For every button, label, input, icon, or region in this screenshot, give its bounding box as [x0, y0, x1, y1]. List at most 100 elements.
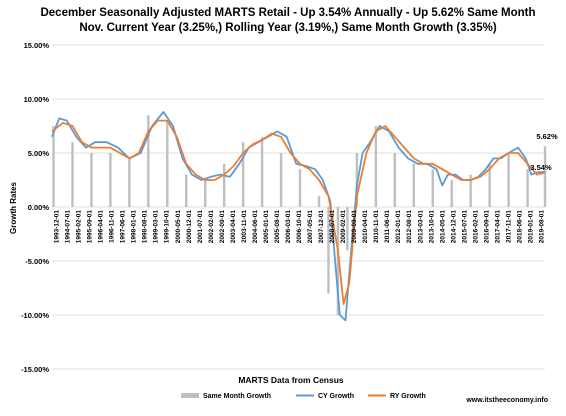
x-tick-label: 2000-12-01 [186, 210, 193, 244]
x-tick-label: 2006-10-01 [296, 210, 303, 244]
same-month-bar [450, 180, 453, 207]
same-month-bar [128, 158, 131, 207]
x-tick-label: 1995-09-01 [87, 210, 94, 244]
x-tick-label: 2009-09-01 [351, 210, 358, 244]
x-tick-label: 2009-02-01 [340, 210, 347, 244]
ry-growth-line [51, 119, 546, 306]
x-tick-label: 2010-11-01 [373, 210, 380, 243]
same-month-bar [204, 180, 207, 207]
legend-label: Same Month Growth [203, 393, 271, 400]
y-tick-label: -15.00% [21, 365, 49, 374]
x-tick-label: 2017-04-01 [494, 210, 501, 244]
x-tick-label: 2005-01-01 [263, 210, 270, 244]
x-axis-ticks: 1993-12-01 1994-07-01 1995-02-01 1995-09-01… [54, 210, 546, 244]
x-tick-label: 2000-05-01 [175, 210, 182, 244]
x-tick-label: 1999-10-01 [164, 210, 171, 244]
same-month-bar [71, 142, 74, 207]
x-tick-label: 2006-03-01 [285, 210, 292, 244]
same-month-bar [147, 115, 150, 207]
x-tick-label: 2004-06-01 [252, 210, 259, 244]
same-month-bar [543, 146, 547, 207]
x-tick-label: 2019-01-01 [528, 210, 535, 244]
same-month-bar [507, 153, 510, 207]
x-tick-label: 2002-09-01 [219, 210, 226, 244]
same-month-bar [166, 120, 169, 207]
x-tick-label: 2013-03-01 [417, 210, 424, 244]
x-tick-label: 1993-12-01 [54, 210, 61, 244]
same-month-bar [355, 153, 359, 207]
x-tick-label: 2013-10-01 [428, 210, 435, 244]
x-tick-label: 2015-07-01 [461, 210, 468, 244]
same-month-bar [260, 136, 264, 207]
x-tick-label: 2014-05-01 [439, 210, 446, 244]
same-month-bar [488, 163, 491, 207]
same-month-bar [90, 153, 93, 207]
x-tick-label: 2016-02-01 [472, 210, 479, 244]
x-tick-label: 2012-08-01 [406, 210, 413, 244]
x-tick-label: 2012-01-01 [395, 210, 402, 244]
legend: Same Month Growth CY Growth RY Growth [181, 393, 426, 400]
x-tick-label: 2016-09-01 [483, 210, 490, 244]
same-month-bar [374, 126, 378, 207]
y-tick-label: 15.00% [24, 41, 50, 50]
same-month-bar [241, 142, 245, 207]
same-month-bar [412, 163, 415, 207]
y-tick-label: -10.00% [21, 311, 49, 320]
x-tick-label: 1998-01-01 [131, 210, 138, 244]
x-tick-label: 1997-06-01 [120, 210, 127, 244]
gridlines [52, 44, 545, 370]
x-tick-label: 2019-08-01 [539, 210, 546, 244]
x-tick-label: 1999-03-01 [153, 210, 160, 244]
y-tick-label: 5.00% [28, 149, 50, 158]
same-month-bar [346, 207, 349, 251]
same-month-bar [431, 169, 434, 207]
y-tick-label: 10.00% [24, 95, 50, 104]
x-tick-label: 2001-07-01 [197, 210, 204, 244]
same-month-bars [52, 115, 547, 315]
x-axis-label: MARTS Data from Census [238, 375, 344, 385]
end-value-label: 5.62% [536, 132, 558, 141]
same-month-bar [317, 196, 321, 207]
x-tick-label: 2003-11-01 [241, 210, 248, 243]
x-tick-label: 1998-08-01 [142, 210, 149, 244]
legend-swatch [181, 393, 199, 398]
x-tick-label: 2017-11-01 [505, 210, 512, 243]
chart-title-line1: December Seasonally Adjusted MARTS Retai… [40, 7, 535, 19]
x-tick-label: 2011-06-01 [384, 210, 391, 243]
same-month-bar [393, 153, 397, 207]
x-tick-label: 2007-05-01 [307, 210, 314, 244]
same-month-bar [279, 153, 283, 207]
legend-label: CY Growth [318, 393, 354, 400]
x-tick-label: 1995-02-01 [76, 210, 83, 244]
x-tick-label: 2008-07-01 [329, 210, 336, 244]
x-tick-label: 1996-04-01 [98, 210, 105, 244]
y-axis-ticks: 15.00% 10.00% 5.00% 0.00% -5.00% -10.00% -15.0… [21, 41, 49, 374]
y-tick-label: -5.00% [25, 257, 49, 266]
x-tick-label: 1996-11-01 [109, 210, 116, 243]
same-month-bar [336, 207, 340, 315]
same-month-bar [52, 126, 55, 207]
x-tick-label: 2014-12-01 [450, 210, 457, 244]
growth-lines [51, 111, 546, 322]
x-tick-label: 2002-02-01 [208, 210, 215, 244]
same-month-bar [298, 169, 302, 207]
legend-label: RY Growth [390, 393, 426, 400]
x-tick-label: 1994-07-01 [65, 210, 72, 244]
y-axis-label: Growth Rates [9, 181, 18, 234]
same-month-bar [469, 174, 472, 207]
x-tick-label: 2005-08-01 [274, 210, 281, 244]
x-tick-label: 2018-06-01 [517, 210, 524, 244]
source-credit: www.itstheeconomy.info [465, 397, 548, 404]
x-tick-label: 2007-12-01 [318, 210, 325, 244]
chart-title-line2: Nov. Current Year (3.25%,) Rolling Year … [79, 22, 496, 34]
x-tick-label: 2003-04-01 [230, 210, 237, 244]
same-month-bar [526, 169, 529, 207]
x-tick-label: 2010-04-01 [362, 210, 369, 244]
y-tick-label: 0.00% [28, 203, 50, 212]
end-labels: 5.62% 3.54% [530, 132, 558, 172]
same-month-bar [222, 163, 226, 207]
same-month-bar [185, 174, 188, 207]
same-month-bar [327, 207, 330, 294]
